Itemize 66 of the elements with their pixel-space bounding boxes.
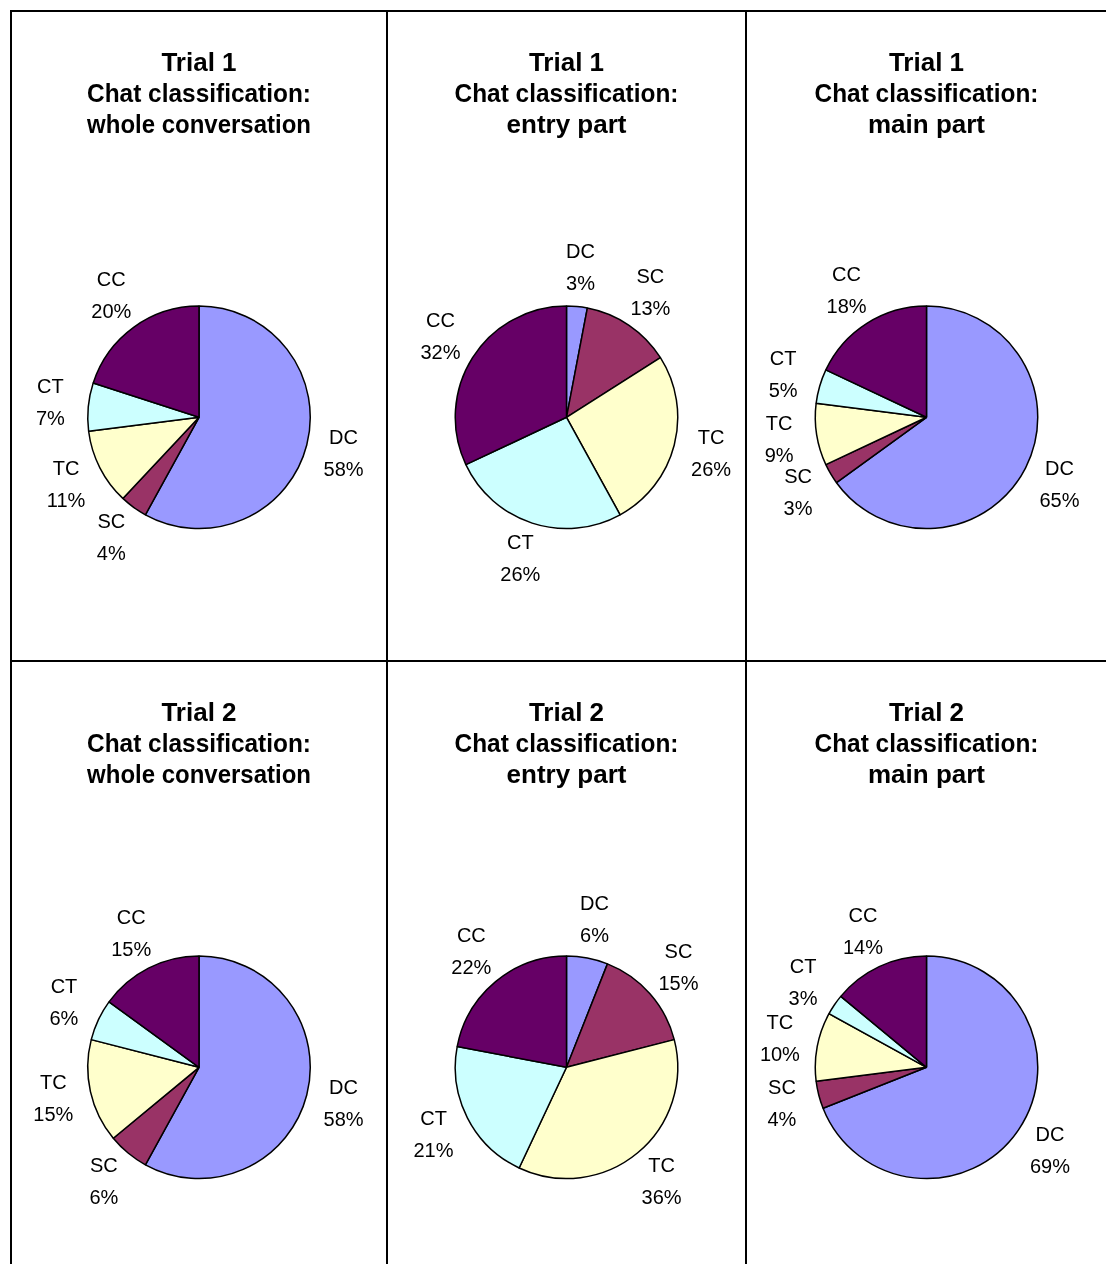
data-label: 58% (323, 1107, 364, 1130)
slice-label: CT (789, 954, 817, 977)
slice-label: DC (329, 425, 359, 448)
data-label: 22% (451, 955, 492, 978)
slice-label: SC (664, 940, 693, 963)
data-label: 58% (323, 457, 364, 480)
data-label: 32% (420, 340, 461, 363)
slice-label: SC (636, 265, 665, 288)
slice-label: SC (89, 1153, 118, 1176)
data-label: 3% (566, 272, 596, 295)
chart-title: Trial 2 Chat classification: whole conversation (86, 696, 311, 789)
chart-title: Trial 1 Chat classification: entry part (454, 46, 679, 140)
slice-label: DC (566, 240, 595, 263)
data-label: 6% (580, 924, 610, 947)
slice-label: CC (832, 262, 861, 285)
slice-label: CT (420, 1106, 447, 1129)
slice-label: DC (1045, 456, 1074, 479)
slice-label: TC (648, 1153, 675, 1176)
slice-label: SC (784, 464, 812, 487)
chart-title: Trial 2 Chat classification: main part (814, 696, 1039, 790)
data-label: 13% (630, 297, 671, 320)
data-label: 69% (1029, 1154, 1071, 1177)
slice-label: CC (456, 923, 486, 946)
data-label: 10% (759, 1042, 801, 1065)
slice-label: TC (697, 425, 725, 448)
data-label: 6% (49, 1007, 79, 1030)
slice-label: CC (426, 308, 455, 331)
data-label: 5% (768, 379, 798, 402)
data-label: 15% (658, 972, 699, 995)
chart-title: Trial 1 Chat classification: main part (814, 46, 1039, 140)
slice-label: CC (96, 268, 126, 291)
data-label: 9% (764, 444, 794, 467)
slice-label: CT (507, 530, 534, 553)
slice-label: SC (97, 509, 126, 532)
chart-title: Trial 2 Chat classification: entry part (454, 696, 679, 790)
data-label: 7% (35, 406, 66, 429)
data-label: 11% (46, 488, 86, 511)
slice-label: CT (37, 374, 64, 397)
slice-label: SC (768, 1075, 796, 1098)
slice-label: DC (1035, 1122, 1065, 1145)
chart-title: Trial 1 Chat classification: whole conversation (86, 46, 311, 139)
slice-label: DC (329, 1075, 359, 1098)
data-label: 21% (413, 1138, 454, 1161)
data-label: 4% (767, 1107, 797, 1130)
slice-label: CC (116, 905, 146, 928)
data-label: 3% (783, 496, 813, 519)
data-label: 26% (691, 457, 732, 480)
slice-label: CT (50, 975, 78, 998)
data-label: 14% (842, 935, 884, 958)
slice-label: TC (766, 1010, 794, 1033)
slice-label: CC (848, 903, 878, 926)
slice-label: DC (580, 892, 609, 915)
data-label: 65% (1039, 488, 1080, 511)
data-label: 20% (91, 300, 132, 323)
slice-label: TC (52, 456, 80, 479)
data-label: 15% (33, 1103, 74, 1126)
data-label: 3% (788, 986, 818, 1009)
data-label: 18% (826, 294, 867, 317)
slice-label: CT (769, 347, 797, 370)
data-label: 15% (111, 937, 152, 960)
data-label: 6% (89, 1185, 119, 1208)
data-label: 26% (500, 562, 541, 585)
data-label: 4% (96, 541, 126, 564)
data-label: 36% (641, 1185, 682, 1208)
slice-label: TC (40, 1071, 67, 1094)
slice-label: TC (765, 412, 793, 435)
